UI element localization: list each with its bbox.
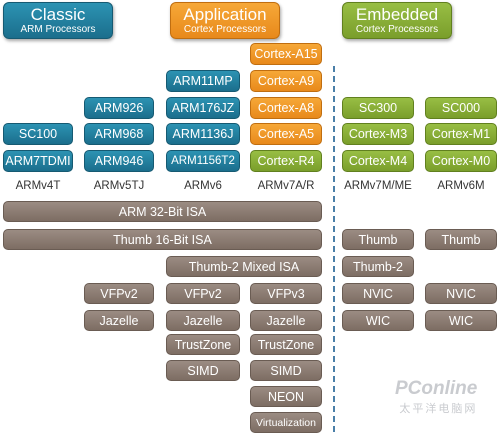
arch-armv5tj: ARMv5TJ xyxy=(93,180,145,192)
arch-armv6m: ARMv6M xyxy=(437,180,485,192)
watermark-sub: 太平洋电脑网 xyxy=(399,403,478,415)
feature-trustzone-v7: TrustZone xyxy=(250,334,322,355)
feature-trustzone-v6: TrustZone xyxy=(166,334,240,355)
proc-sc300: SC300 xyxy=(342,97,414,119)
proc-arm7tdmi: ARM7TDMI xyxy=(3,150,73,172)
classic-header: Classic ARM Processors xyxy=(3,2,113,39)
application-header: Application Cortex Processors xyxy=(170,2,280,39)
feature-nvic-m0: NVIC xyxy=(425,283,497,304)
feature-nvic-m: NVIC xyxy=(342,283,414,304)
feature-thumb-2-mixed-isa: Thumb-2 Mixed ISA xyxy=(166,256,322,277)
proc-cortex-r4: Cortex-R4 xyxy=(250,150,322,172)
arch-armv6: ARMv6 xyxy=(184,180,222,192)
feature-virtualization: Virtualization xyxy=(250,412,322,433)
feature-jazelle-v6: Jazelle xyxy=(166,310,240,331)
feature-vfpv2-v5: VFPv2 xyxy=(84,283,154,304)
feature-jazelle-v7: Jazelle xyxy=(250,310,322,331)
feature-thumb-m0: Thumb xyxy=(425,229,497,250)
feature-vfpv2-v6: VFPv2 xyxy=(166,283,240,304)
feature-simd-v6: SIMD xyxy=(166,360,240,381)
proc-cortex-m3: Cortex-M3 xyxy=(342,123,414,145)
feature-vfpv3: VFPv3 xyxy=(250,283,322,304)
arch-armv4t: ARMv4T xyxy=(15,180,61,192)
proc-cortex-m4: Cortex-M4 xyxy=(342,150,414,172)
feature-simd-v7: SIMD xyxy=(250,360,322,381)
proc-cortex-m0: Cortex-M0 xyxy=(425,150,497,172)
proc-cortex-a9: Cortex-A9 xyxy=(250,70,322,92)
proc-cortex-a15: Cortex-A15 xyxy=(250,43,322,65)
proc-arm926: ARM926 xyxy=(84,97,154,119)
feature-arm-32-bit-isa: ARM 32-Bit ISA xyxy=(3,201,322,222)
proc-cortex-a5: Cortex-A5 xyxy=(250,123,322,145)
pconline-watermark: PConline 太平洋电脑网 xyxy=(395,378,477,416)
feature-thumb-m: Thumb xyxy=(342,229,414,250)
feature-wic-m0: WIC xyxy=(425,310,497,331)
proc-arm968: ARM968 xyxy=(84,123,154,145)
feature-neon: NEON xyxy=(250,386,322,407)
proc-arm11mp: ARM11MP xyxy=(166,70,240,92)
arch-armv7m: ARMv7M/ME xyxy=(344,180,412,192)
watermark-brand: PConline xyxy=(395,378,478,399)
proc-arm1136j: ARM1136J xyxy=(166,123,240,145)
application-embedded-divider xyxy=(333,66,335,432)
embedded-subtitle: Cortex Processors xyxy=(355,24,439,35)
proc-arm946: ARM946 xyxy=(84,150,154,172)
application-title: Application xyxy=(183,5,267,24)
proc-arm1156t2: ARM1156T2 xyxy=(166,150,240,172)
proc-sc100: SC100 xyxy=(3,123,73,145)
arch-armv7ar: ARMv7A/R xyxy=(257,180,315,192)
feature-wic-m: WIC xyxy=(342,310,414,331)
proc-cortex-m1: Cortex-M1 xyxy=(425,123,497,145)
classic-title: Classic xyxy=(30,5,86,24)
embedded-header: Embedded Cortex Processors xyxy=(342,2,452,39)
feature-thumb-16-bit-isa: Thumb 16-Bit ISA xyxy=(3,229,322,250)
classic-subtitle: ARM Processors xyxy=(20,24,96,35)
proc-cortex-a8: Cortex-A8 xyxy=(250,97,322,119)
embedded-title: Embedded xyxy=(355,5,439,24)
proc-sc000: SC000 xyxy=(425,97,497,119)
application-subtitle: Cortex Processors xyxy=(183,24,267,35)
proc-arm176jz: ARM176JZ xyxy=(166,97,240,119)
feature-thumb-2-m: Thumb-2 xyxy=(342,256,414,277)
feature-jazelle-v5: Jazelle xyxy=(84,310,154,331)
